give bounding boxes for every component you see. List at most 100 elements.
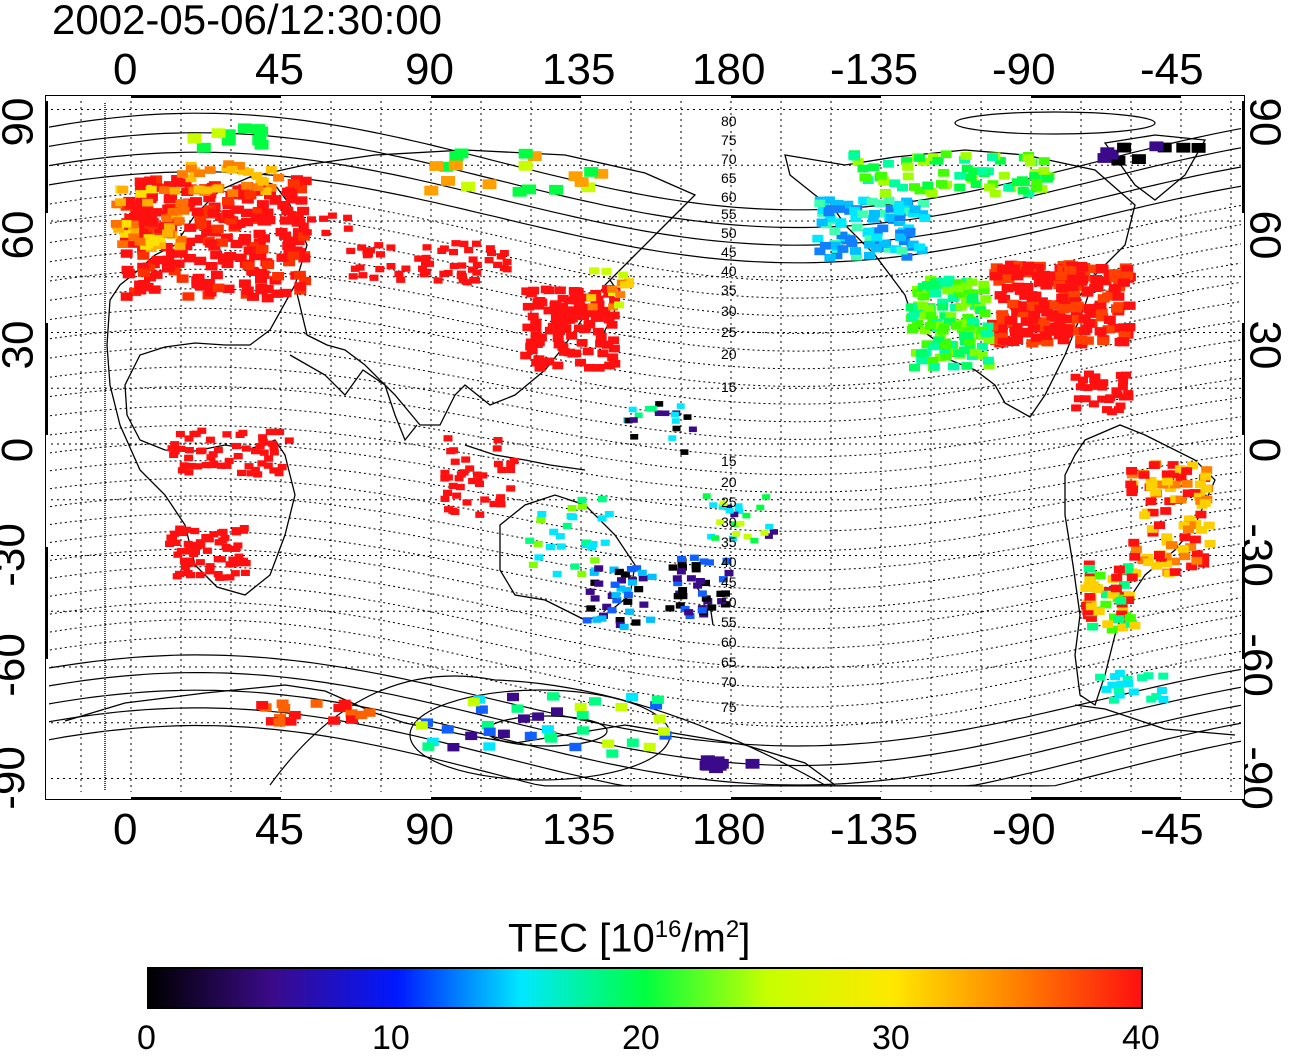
tec-cell — [1143, 558, 1155, 567]
tec-cell — [732, 531, 741, 537]
tec-cell — [499, 250, 509, 257]
tec-cell — [1081, 336, 1094, 345]
tec-cell — [456, 272, 466, 279]
tec-cell — [225, 574, 235, 581]
tec-cell — [243, 246, 256, 255]
tec-cell — [607, 353, 619, 362]
coastline-segment — [64, 684, 1236, 786]
tec-cell — [282, 241, 295, 250]
tec-cell — [162, 229, 173, 238]
tec-cell — [1071, 404, 1082, 412]
tec-cell — [144, 273, 156, 282]
tec-cell — [483, 727, 496, 736]
tec-cell — [707, 533, 716, 540]
tec-cell — [283, 257, 296, 267]
tec-cell — [170, 530, 179, 537]
tec-cell — [358, 272, 368, 279]
tec-cell — [234, 553, 244, 560]
tec-cell — [276, 699, 289, 708]
tec-cell — [665, 605, 675, 612]
tec-cell — [271, 428, 281, 436]
tec-cell — [1130, 545, 1142, 554]
tec-cell — [172, 573, 182, 580]
tec-cell — [333, 703, 346, 713]
tec-cell — [868, 163, 880, 172]
tec-cell — [1117, 142, 1132, 153]
tec-cell — [608, 311, 620, 320]
coastline-segment — [499, 494, 636, 621]
tec-cell — [728, 535, 737, 542]
tec-cell — [468, 477, 478, 485]
contour-line — [49, 583, 1241, 669]
tec-cell — [1175, 473, 1187, 482]
tec-cell — [294, 282, 307, 291]
tec-cell — [1094, 327, 1107, 336]
tec-cell — [735, 508, 744, 514]
tec-cell — [934, 330, 946, 339]
lat-tick-left: -30 — [0, 523, 34, 587]
tec-cell — [528, 561, 538, 568]
tec-cell — [835, 220, 847, 228]
tec-cell — [1166, 541, 1177, 550]
tec-cell — [259, 449, 269, 456]
tec-cell — [1160, 507, 1172, 515]
tec-cell — [1151, 562, 1163, 570]
contour-line — [49, 385, 1241, 458]
tec-cell — [576, 726, 589, 735]
tec-cell — [885, 205, 897, 213]
tec-cell — [921, 281, 933, 289]
tec-cell — [122, 270, 135, 279]
tec-cell — [233, 453, 243, 460]
tec-cell — [608, 303, 619, 311]
tec-cell — [183, 254, 196, 263]
tec-cell — [272, 272, 285, 281]
tec-cell — [1084, 593, 1096, 601]
tec-cell — [566, 332, 578, 340]
tec-cell — [239, 527, 249, 534]
tec-cell — [162, 255, 175, 264]
tec-cell — [255, 283, 268, 293]
tec-cell — [1115, 371, 1126, 379]
tec-cell — [457, 262, 467, 269]
tec-cell — [163, 261, 176, 271]
tec-cell — [1146, 525, 1158, 533]
tec-cell — [612, 597, 622, 604]
contour-label: 60 — [721, 634, 737, 650]
tec-cell — [560, 325, 572, 333]
tec-cell — [1082, 384, 1093, 392]
tec-cell — [584, 167, 599, 177]
tec-cell — [668, 564, 678, 571]
tec-cell — [1169, 557, 1180, 566]
tec-cell — [1113, 615, 1125, 623]
tec-cell — [197, 427, 207, 434]
tec-cell — [620, 571, 630, 578]
tec-cell — [163, 223, 175, 231]
tec-cell — [292, 236, 305, 246]
tec-cell — [205, 563, 215, 570]
tec-cell — [895, 233, 907, 242]
tec-cell — [1158, 695, 1169, 703]
tec-cell — [1057, 305, 1070, 314]
tec-cell — [257, 270, 270, 279]
lat-tick-left: 60 — [0, 210, 43, 260]
tec-cell — [680, 449, 689, 455]
tec-cell — [401, 265, 411, 272]
tec-cell — [852, 158, 864, 166]
tec-cell — [937, 303, 949, 311]
tec-cell — [953, 349, 965, 357]
tec-cell — [756, 504, 765, 511]
tec-cell — [168, 267, 181, 276]
tec-cell — [448, 160, 463, 171]
tec-cell — [288, 216, 298, 223]
tec-cell — [530, 324, 542, 332]
tec-cell — [189, 550, 199, 558]
tec-cell — [711, 535, 720, 541]
tec-cell — [1174, 465, 1186, 473]
tec-cell — [484, 257, 494, 264]
tec-cell — [244, 463, 254, 470]
tec-cell — [1113, 565, 1125, 574]
colorbar-title-exponent2: 2 — [725, 916, 740, 943]
lon-tick-bottom: 135 — [542, 805, 616, 854]
tec-cell — [443, 489, 452, 496]
tec-cell — [462, 279, 472, 286]
